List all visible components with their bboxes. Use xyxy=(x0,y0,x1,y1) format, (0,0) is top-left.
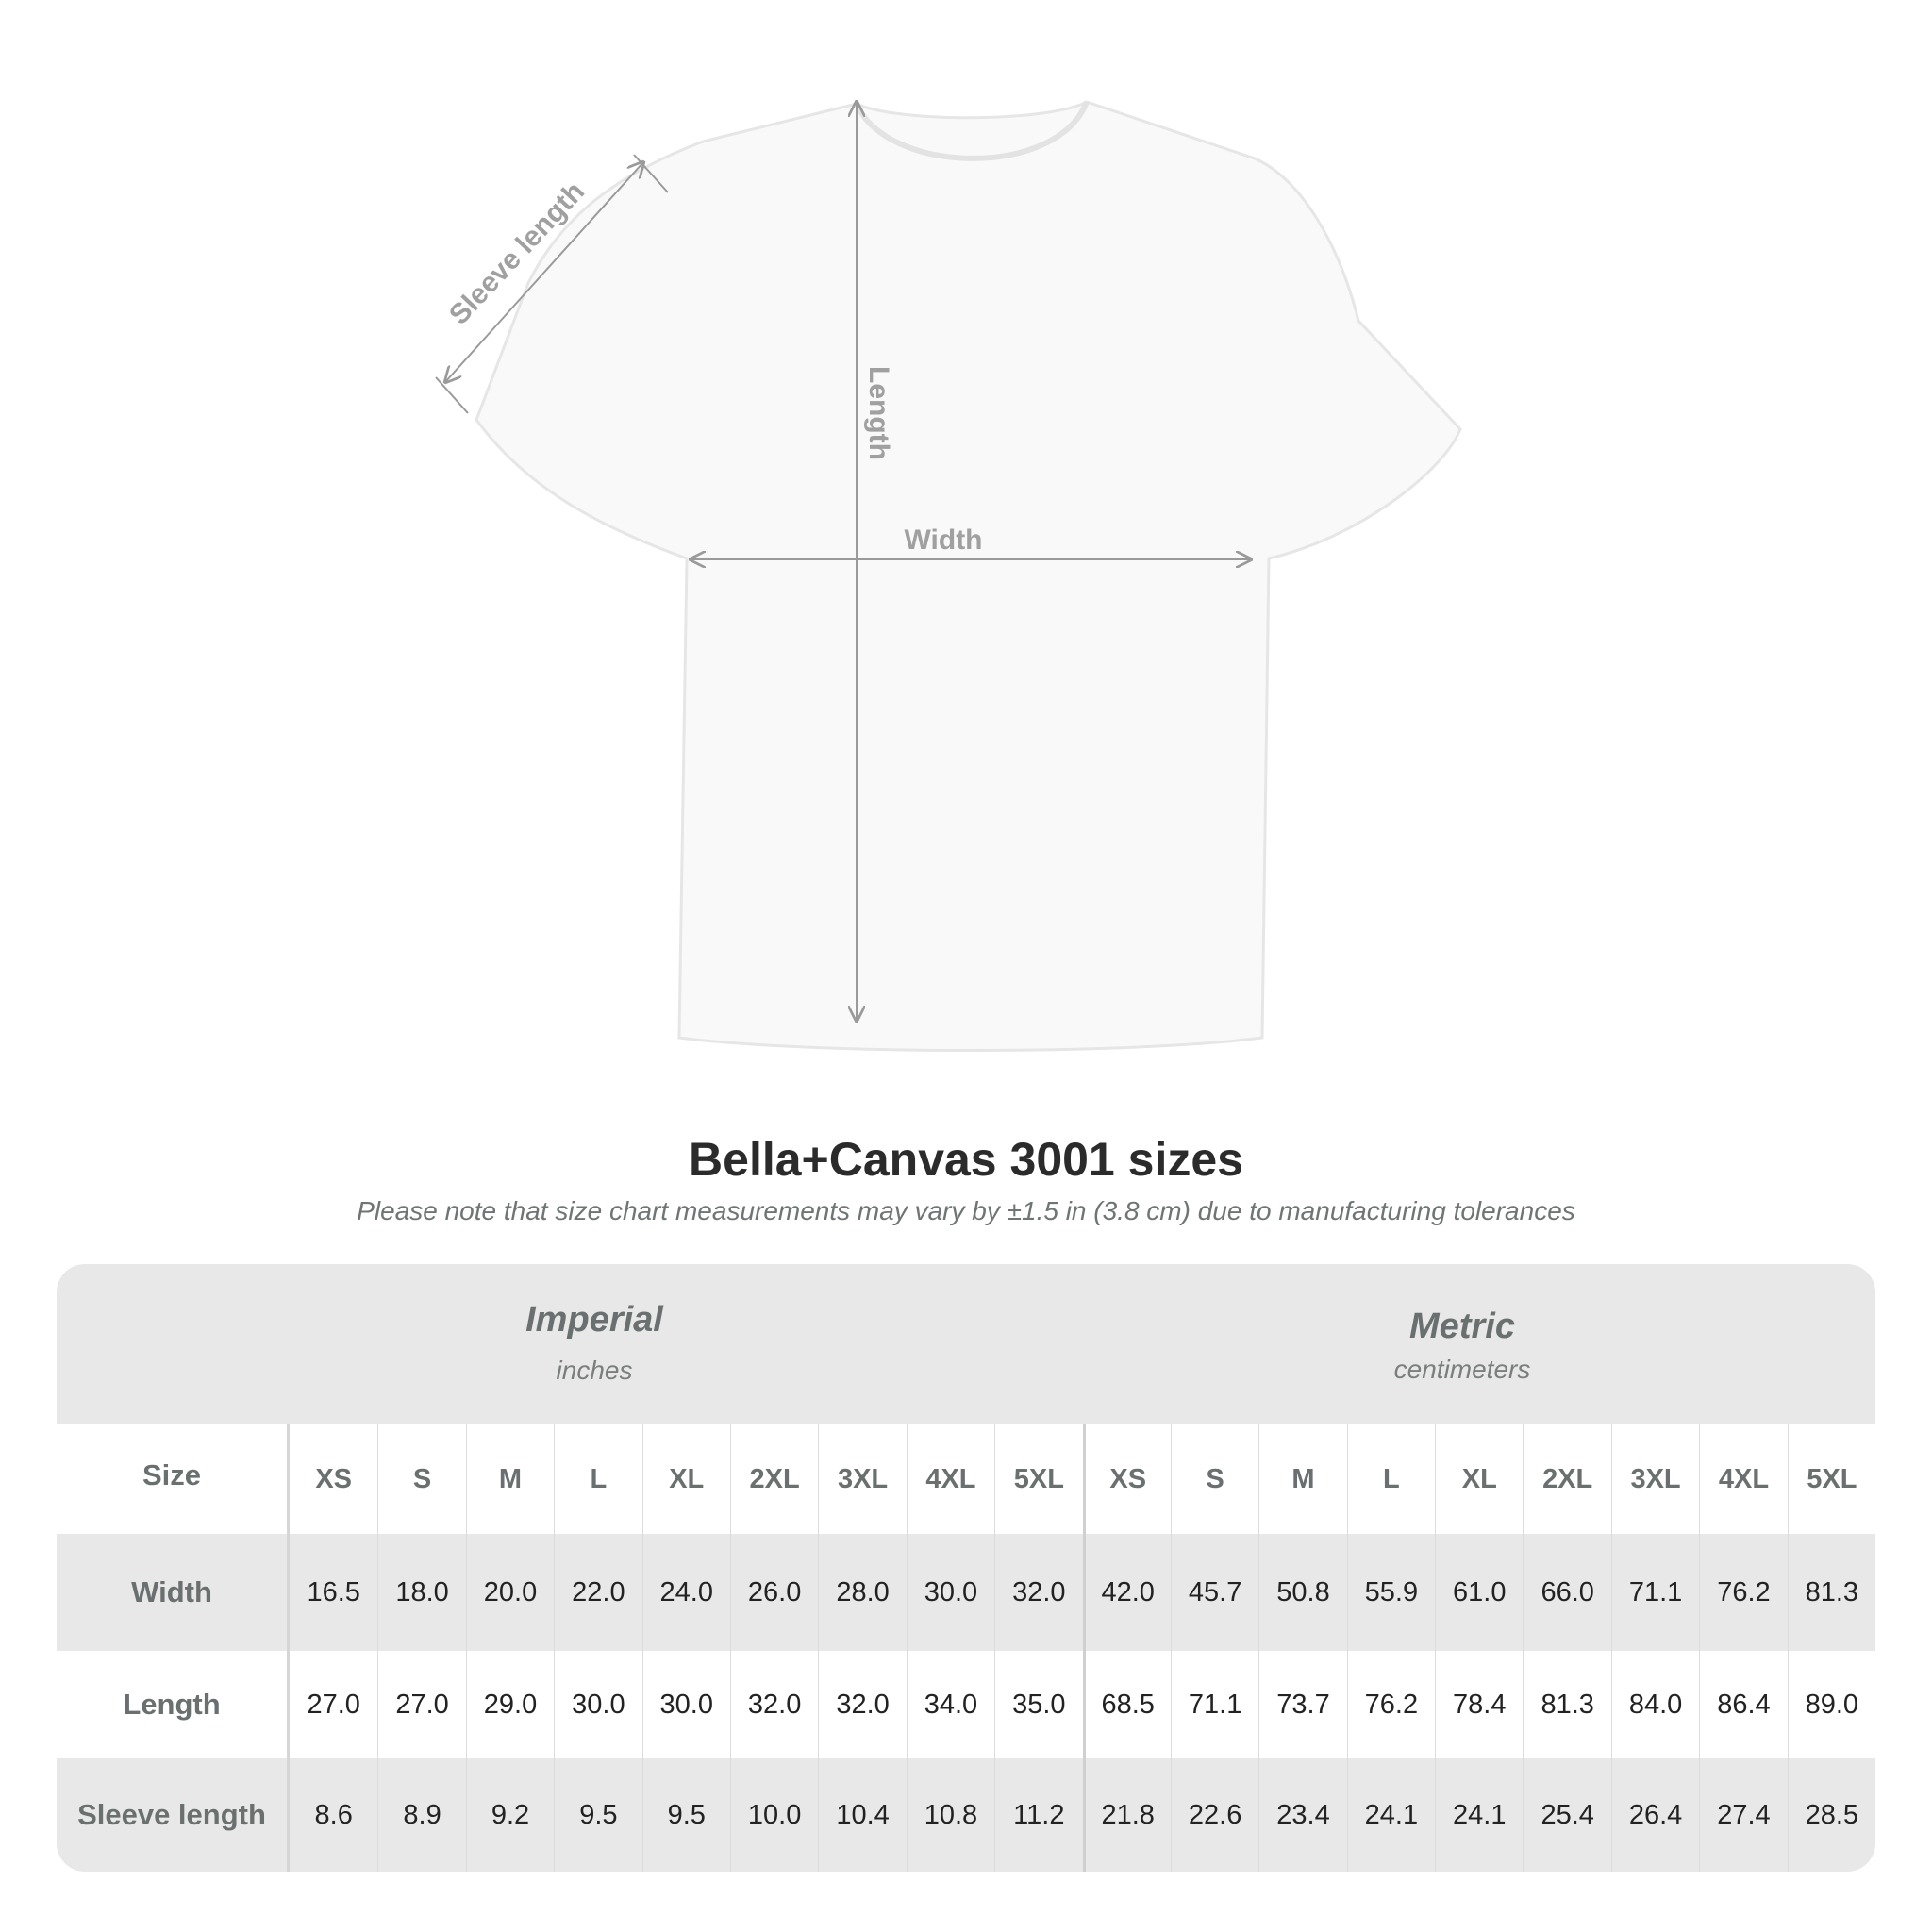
table-cell: 24.1 xyxy=(1346,1758,1435,1872)
table-cell: 71.1 xyxy=(1170,1651,1258,1758)
table-cell: 32.0 xyxy=(994,1534,1082,1651)
table-row: Length 27.0 27.0 29.0 30.0 30.0 32.0 32.0 34.0 35… xyxy=(57,1651,1875,1758)
table-cell: 22.0 xyxy=(554,1534,641,1651)
table-cell: 9.5 xyxy=(554,1758,641,1872)
table-cell: 50.8 xyxy=(1258,1534,1346,1651)
size-header-cell: 3XL xyxy=(1610,1424,1699,1534)
size-header-cell: 2XL xyxy=(1523,1424,1610,1534)
table-cell: 71.1 xyxy=(1610,1534,1699,1651)
table-cell: 10.4 xyxy=(818,1758,906,1872)
table-cell: 9.5 xyxy=(641,1758,730,1872)
table-cell: 26.0 xyxy=(729,1534,818,1651)
table-cell: 27.0 xyxy=(307,1689,360,1720)
size-header-cell: M xyxy=(1258,1424,1346,1534)
table-cell: 84.0 xyxy=(1610,1651,1699,1758)
imperial-header: Imperial inches xyxy=(311,1300,877,1386)
table-cell: 8.9 xyxy=(377,1758,465,1872)
table-cell: 73.7 xyxy=(1258,1651,1346,1758)
unit-header-band: Imperial inches Metric centimeters xyxy=(57,1264,1875,1424)
metric-unit: centimeters xyxy=(1393,1355,1531,1384)
tolerance-note: Please note that size chart measurements… xyxy=(357,1196,1575,1225)
table-cell: 81.3 xyxy=(1523,1651,1610,1758)
table-cell: 68.5 xyxy=(1082,1651,1171,1758)
table-cell: 32.0 xyxy=(729,1651,818,1758)
page-title: Bella+Canvas 3001 sizes xyxy=(689,1133,1243,1186)
table-cell: 89.0 xyxy=(1787,1651,1875,1758)
size-header-cell: 5XL xyxy=(1787,1424,1875,1534)
imperial-unit: inches xyxy=(556,1356,633,1385)
table-cell: 78.4 xyxy=(1435,1651,1523,1758)
row-label: Length xyxy=(57,1651,290,1758)
imperial-title: Imperial xyxy=(525,1300,663,1340)
length-label: Length xyxy=(863,366,894,460)
table-cell: 11.2 xyxy=(994,1758,1082,1872)
row-label: Width xyxy=(57,1534,290,1651)
table-cell: 45.7 xyxy=(1170,1534,1258,1651)
size-header-cell: 3XL xyxy=(818,1424,906,1534)
collar xyxy=(854,100,1090,161)
table-cell: 30.0 xyxy=(906,1534,994,1651)
size-table: Imperial inches Metric centimeters Size X… xyxy=(57,1264,1875,1872)
table-cell: 34.0 xyxy=(906,1651,994,1758)
table-cell: 23.4 xyxy=(1258,1758,1346,1872)
table-cell: 28.5 xyxy=(1787,1758,1875,1872)
size-header-cell: XL xyxy=(641,1424,730,1534)
table-cell: 25.4 xyxy=(1523,1758,1610,1872)
table-cell: 42.0 xyxy=(1082,1534,1171,1651)
width-label: Width xyxy=(904,525,982,556)
table-cell: 24.0 xyxy=(641,1534,730,1651)
size-header-cell: L xyxy=(554,1424,641,1534)
row-label: Sleeve length xyxy=(57,1758,290,1872)
size-header-cell: 2XL xyxy=(729,1424,818,1534)
table-cell: 24.1 xyxy=(1435,1758,1523,1872)
table-cell: 76.2 xyxy=(1699,1534,1787,1651)
table-cell: 29.0 xyxy=(465,1651,554,1758)
table-cell: 16.5 xyxy=(307,1576,360,1607)
size-header-row: Size XS S M L XL 2XL 3XL 4XL 5XL XS S M L XL 2XL 3XL 4XL 5… xyxy=(57,1424,1875,1534)
table-cell: 30.0 xyxy=(554,1651,641,1758)
table-row: Sleeve length 8.6 8.9 9.2 9.5 9.5 10.0 10.4 10.8… xyxy=(57,1758,1875,1872)
metric-title: Metric xyxy=(1409,1307,1515,1346)
table-cell: 20.0 xyxy=(465,1534,554,1651)
tshirt-diagram: Sleeve length Length Width xyxy=(435,0,1462,1052)
size-header-cell: L xyxy=(1346,1424,1435,1534)
table-row: Width 16.5 18.0 20.0 22.0 24.0 26.0 28.0 30.0 32.… xyxy=(57,1534,1875,1651)
size-header-cell: M xyxy=(465,1424,554,1534)
size-header-cell: XL xyxy=(1435,1424,1523,1534)
table-cell: 32.0 xyxy=(818,1651,906,1758)
table-cell: 27.4 xyxy=(1699,1758,1787,1872)
table-cell: 86.4 xyxy=(1699,1651,1787,1758)
size-header-cell: 4XL xyxy=(906,1424,994,1534)
table-cell: 55.9 xyxy=(1346,1534,1435,1651)
table-cell: 76.2 xyxy=(1346,1651,1435,1758)
table-cell: 28.0 xyxy=(818,1534,906,1651)
size-header-cell: S xyxy=(1170,1424,1258,1534)
tshirt-shape xyxy=(475,100,1462,1052)
table-cell: 66.0 xyxy=(1523,1534,1610,1651)
row-label: Size xyxy=(57,1424,290,1534)
table-cell: 27.0 xyxy=(377,1651,465,1758)
table-cell: 22.6 xyxy=(1170,1758,1258,1872)
table-cell: 81.3 xyxy=(1787,1534,1875,1651)
size-header-cell: XS xyxy=(1082,1424,1171,1534)
table-cell: 10.0 xyxy=(729,1758,818,1872)
table-cell: 8.6 xyxy=(314,1799,353,1830)
size-header-cell: XS xyxy=(315,1463,353,1494)
sleeve-arrow xyxy=(445,162,643,382)
table-cell: 10.8 xyxy=(906,1758,994,1872)
table-cell: 61.0 xyxy=(1435,1534,1523,1651)
table-cell: 9.2 xyxy=(465,1758,554,1872)
size-header-cell: 4XL xyxy=(1699,1424,1787,1534)
size-header-cell: S xyxy=(377,1424,465,1534)
table-cell: 21.8 xyxy=(1082,1758,1171,1872)
table-cell: 26.4 xyxy=(1610,1758,1699,1872)
metric-header: Metric centimeters xyxy=(1179,1307,1745,1385)
size-header-cell: 5XL xyxy=(994,1424,1082,1534)
table-cell: 35.0 xyxy=(994,1651,1082,1758)
table-cell: 30.0 xyxy=(641,1651,730,1758)
table-cell: 18.0 xyxy=(377,1534,465,1651)
